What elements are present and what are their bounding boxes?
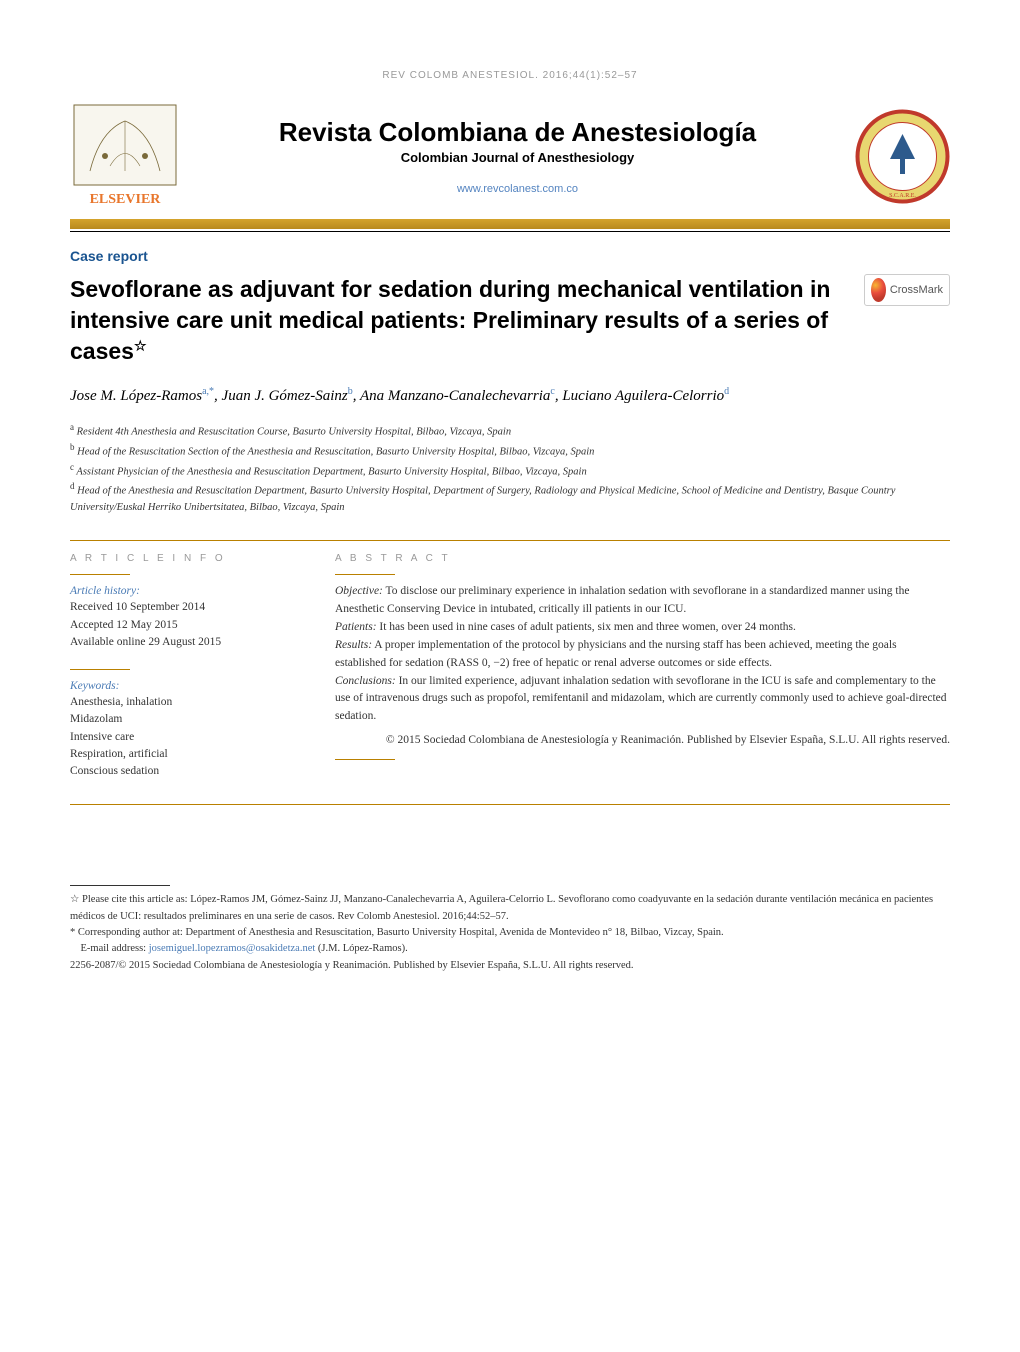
abstract-copyright: © 2015 Sociedad Colombiana de Anestesiol… — [335, 732, 950, 749]
affiliations: a Resident 4th Anesthesia and Resuscitat… — [70, 421, 950, 516]
authors: Jose M. López-Ramosa,*, Juan J. Gómez-Sa… — [70, 385, 950, 407]
section-divider — [70, 540, 950, 541]
svg-text:S.C.A.R.E.: S.C.A.R.E. — [889, 193, 916, 199]
bottom-divider — [70, 804, 950, 805]
short-rule — [335, 759, 395, 760]
thin-rule — [70, 231, 950, 232]
short-rule — [70, 574, 130, 575]
abstract-body: Objective: To disclose our preliminary e… — [335, 583, 950, 726]
running-header: REV COLOMB ANESTESIOL. 2016;44(1):52–57 — [70, 70, 950, 81]
section-label: Case report — [70, 248, 950, 264]
footnotes: ☆ Please cite this article as: López-Ram… — [70, 885, 950, 973]
short-rule — [335, 574, 395, 575]
svg-text:ELSEVIER: ELSEVIER — [90, 192, 162, 207]
society-logo: S.C.A.R.E. — [855, 109, 950, 204]
crossmark-label: CrossMark — [890, 284, 943, 296]
journal-url[interactable]: www.revcolanest.com.co — [200, 183, 835, 195]
abstract-header: A B S T R A C T — [335, 553, 950, 564]
article-title: Sevoflorane as adjuvant for sedation dur… — [70, 274, 834, 367]
crossmark-badge[interactable]: CrossMark — [864, 274, 950, 306]
journal-title: Revista Colombiana de Anestesiología — [200, 117, 835, 148]
keywords-label: Keywords: — [70, 680, 295, 692]
gold-separator-bar — [70, 219, 950, 229]
elsevier-logo: ELSEVIER — [70, 101, 180, 211]
keywords-list: Anesthesia, inhalationMidazolamIntensive… — [70, 694, 295, 780]
footnotes-rule — [70, 885, 170, 886]
footnote-corresponding: * Corresponding author at: Department of… — [70, 925, 950, 941]
email-link[interactable]: josemiguel.lopezramos@osakidetza.net — [149, 943, 316, 954]
footnote-issn: 2256-2087/© 2015 Sociedad Colombiana de … — [70, 958, 950, 974]
footnote-citation: ☆ Please cite this article as: López-Ram… — [70, 892, 950, 925]
journal-subtitle: Colombian Journal of Anesthesiology — [200, 150, 835, 165]
article-history: Received 10 September 2014Accepted 12 Ma… — [70, 599, 295, 651]
article-info-header: A R T I C L E I N F O — [70, 553, 295, 564]
journal-title-box: Revista Colombiana de Anestesiología Col… — [200, 117, 835, 195]
title-footnote-symbol: ☆ — [134, 337, 147, 353]
masthead: ELSEVIER Revista Colombiana de Anestesio… — [70, 101, 950, 211]
article-history-label: Article history: — [70, 585, 295, 597]
crossmark-icon — [871, 278, 886, 302]
short-rule — [70, 669, 130, 670]
footnote-email: E-mail address: josemiguel.lopezramos@os… — [70, 941, 950, 957]
